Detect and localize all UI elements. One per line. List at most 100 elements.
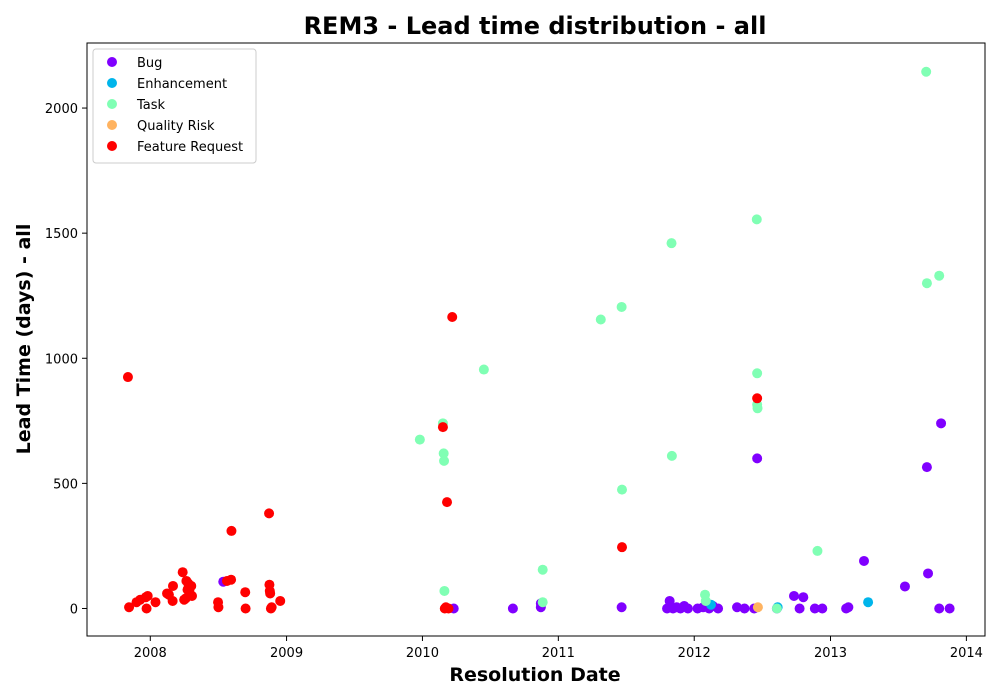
point-feature-request-28 — [264, 508, 275, 519]
point-feature-request-24 — [226, 574, 237, 585]
point-bug-18 — [732, 602, 743, 613]
point-feature-request-0 — [122, 372, 133, 383]
y-tick-label: 1500 — [45, 227, 78, 242]
point-bug-7 — [664, 595, 675, 606]
point-task-5 — [478, 364, 489, 375]
point-feature-request-33 — [266, 602, 277, 613]
point-feature-request-40 — [447, 311, 458, 322]
data-points-layer — [122, 66, 955, 614]
point-task-15 — [751, 214, 762, 225]
x-tick-label: 2013 — [814, 646, 847, 661]
point-bug-24 — [794, 603, 805, 614]
legend-box — [92, 48, 257, 164]
legend-label-bug: Bug — [137, 56, 162, 71]
point-task-16 — [752, 368, 763, 379]
point-feature-request-39 — [443, 603, 454, 614]
point-task-18 — [752, 403, 763, 414]
point-feature-request-10 — [167, 595, 178, 606]
plot-frame — [86, 42, 986, 637]
point-bug-30 — [859, 555, 869, 566]
point-task-9 — [616, 301, 627, 312]
point-task-22 — [921, 278, 932, 289]
point-task-21 — [921, 66, 932, 77]
point-feature-request-22 — [213, 602, 224, 613]
point-feature-request-27 — [240, 603, 251, 614]
point-feature-request-26 — [240, 587, 251, 598]
x-tick-label: 2011 — [542, 646, 575, 661]
point-bug-25 — [798, 592, 809, 603]
legend-marker-bug — [107, 57, 117, 67]
point-bug-26 — [809, 603, 820, 614]
point-feature-request-5 — [141, 603, 152, 614]
point-bug-5 — [616, 602, 627, 613]
point-feature-request-38 — [442, 497, 453, 508]
point-feature-request-6 — [142, 590, 153, 601]
point-task-14 — [700, 595, 711, 606]
point-feature-request-12 — [177, 567, 188, 578]
point-feature-request-41 — [617, 542, 627, 553]
point-feature-request-1 — [124, 602, 135, 613]
point-task-10 — [617, 484, 627, 495]
point-feature-request-35 — [437, 422, 448, 433]
point-task-6 — [537, 564, 548, 575]
point-feature-request-20 — [186, 590, 197, 601]
y-axis-label: Lead Time (days) - all — [13, 224, 35, 455]
x-axis-label: Resolution Date — [449, 664, 620, 686]
axes-layer: 2008 2009 2010 2011 2012 2013 2014 0 500 1000 1500… — [45, 42, 986, 661]
x-tick-label: 2010 — [406, 646, 439, 661]
point-bug-2 — [507, 603, 518, 614]
y-tick-label: 1000 — [45, 352, 78, 367]
legend-label-enhancement: Enhancement — [137, 77, 227, 92]
legend-marker-feature-request — [107, 141, 117, 151]
y-tick-label: 2000 — [45, 102, 78, 117]
legend-marker-task — [107, 99, 117, 109]
point-feature-request-31 — [265, 588, 276, 599]
x-tick-label: 2014 — [950, 646, 983, 661]
y-tick-label: 0 — [70, 602, 78, 617]
point-enhancement-2 — [863, 597, 874, 608]
point-task-12 — [666, 450, 677, 461]
point-bug-33 — [923, 568, 934, 579]
y-tick-label: 500 — [53, 477, 78, 492]
point-task-0 — [414, 434, 425, 445]
point-bug-23 — [789, 590, 800, 601]
point-bug-27 — [817, 603, 828, 614]
point-task-20 — [812, 545, 823, 556]
point-bug-34 — [934, 603, 945, 614]
point-feature-request-34 — [275, 595, 286, 606]
point-feature-request-11 — [168, 580, 178, 591]
point-bug-19 — [739, 603, 750, 614]
legend-label-task: Task — [136, 98, 166, 113]
point-task-19 — [771, 603, 782, 614]
legend-marker-quality-risk — [107, 120, 117, 130]
x-tick-label: 2008 — [134, 646, 167, 661]
point-task-3 — [439, 455, 450, 466]
point-task-4 — [439, 585, 450, 596]
point-bug-29 — [843, 602, 854, 613]
legend-label-feature-request: Feature Request — [137, 140, 243, 155]
legend: Bug Enhancement Task Quality Risk Feature Re… — [92, 48, 257, 164]
point-bug-35 — [936, 418, 947, 429]
point-bug-31 — [899, 581, 910, 592]
point-feature-request-25 — [226, 525, 237, 536]
point-task-8 — [595, 314, 606, 325]
point-task-11 — [666, 238, 677, 249]
point-task-23 — [934, 270, 945, 281]
point-bug-36 — [944, 603, 955, 614]
legend-label-quality-risk: Quality Risk — [137, 119, 215, 134]
legend-marker-enhancement — [107, 78, 117, 88]
chart-title: REM3 - Lead time distribution - all — [304, 12, 767, 40]
point-bug-12 — [682, 603, 693, 614]
point-feature-request-7 — [150, 597, 161, 608]
point-task-7 — [537, 597, 548, 608]
point-quality-risk-0 — [752, 602, 763, 613]
point-feature-request-42 — [752, 393, 763, 404]
point-bug-21 — [752, 453, 763, 464]
x-tick-label: 2012 — [678, 646, 711, 661]
point-task-2 — [438, 448, 449, 459]
point-bug-32 — [921, 462, 932, 473]
x-tick-label: 2009 — [270, 646, 303, 661]
point-feature-request-19 — [186, 580, 197, 591]
